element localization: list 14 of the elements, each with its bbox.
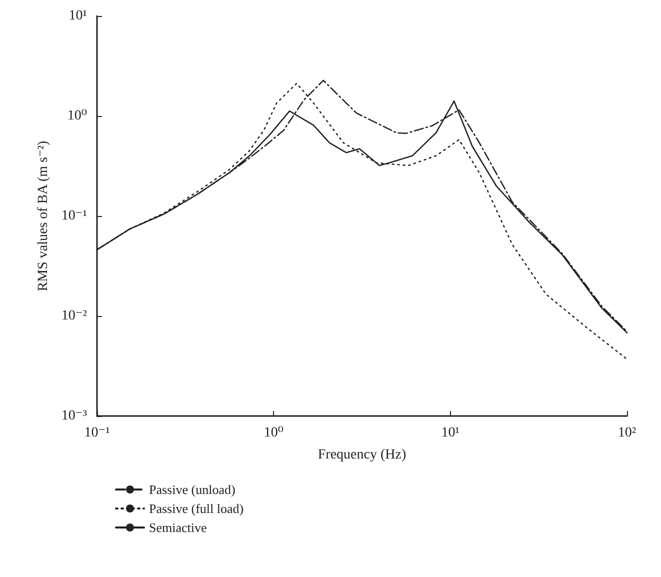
x-tick-label: 10⁻¹ — [84, 426, 110, 440]
y-tick-label: 10⁻¹ — [61, 208, 87, 224]
x-axis-title: Frequency (Hz) — [318, 448, 406, 462]
y-axis-title: RMS values of BA (m s⁻²) — [36, 140, 52, 292]
x-tick-label: 10⁰ — [264, 426, 284, 440]
x-tick-label: 10² — [618, 426, 636, 440]
y-tick-label: 10⁻³ — [61, 408, 87, 424]
legend-label: Passive (unload) — [149, 482, 236, 497]
x-tick-label: 10¹ — [441, 426, 460, 440]
legend-label: Semiactive — [149, 520, 207, 535]
y-tick-label: 10¹ — [68, 8, 87, 24]
y-tick-label: 10⁰ — [67, 108, 88, 124]
legend-label: Passive (full load) — [149, 501, 244, 516]
y-tick-label: 10⁻² — [61, 308, 87, 324]
